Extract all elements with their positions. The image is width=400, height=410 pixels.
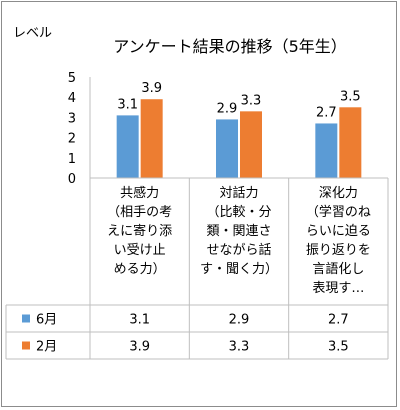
category-label: せながら話 (206, 242, 271, 258)
category-label: める力） (114, 262, 166, 277)
category-label: えに寄り添 (107, 223, 172, 239)
y-tick-label: 4 (68, 91, 76, 106)
category-label: 表現す… (312, 281, 364, 296)
data-label: 2.9 (217, 101, 238, 116)
category-label: 対話力 (219, 185, 258, 201)
table-value: 2.9 (229, 313, 250, 328)
legend-swatch (22, 341, 30, 350)
category-label: らいに迫る (306, 224, 371, 239)
category-label: 振り返りを (306, 243, 371, 258)
category-label: 言語化し (312, 261, 364, 277)
data-label: 3.1 (117, 97, 138, 112)
category-label: 深化力 (319, 186, 358, 201)
category-label: （相手の考 (107, 205, 172, 220)
y-tick-label: 2 (68, 132, 76, 147)
data-label: 3.3 (241, 93, 262, 108)
bar-june (216, 119, 238, 178)
y-tick-label: 3 (68, 111, 76, 126)
table-value: 3.3 (229, 340, 250, 355)
legend-swatch (22, 314, 30, 323)
y-tick-label: 1 (68, 152, 76, 167)
bar-june (116, 115, 139, 178)
y-axis-label: レベル (13, 26, 52, 41)
y-tick-label: 0 (68, 172, 76, 187)
bar-february (339, 107, 362, 178)
legend-label: 6月 (36, 313, 57, 328)
category-label: い受け止 (114, 243, 166, 258)
chart-title: アンケート結果の推移（5年生） (113, 37, 347, 56)
category-label: す・聞く力） (200, 262, 278, 277)
y-tick-label: 5 (68, 71, 76, 86)
bar-february (140, 99, 163, 178)
bar-june (315, 123, 338, 178)
bar-february (240, 111, 262, 178)
table-value: 3.1 (129, 313, 150, 328)
category-label: 共感力 (120, 185, 159, 201)
table-value: 3.9 (129, 340, 150, 355)
table-value: 2.7 (328, 313, 349, 328)
legend-label: 2月 (36, 340, 57, 355)
data-label: 3.5 (340, 89, 361, 104)
data-label: 2.7 (316, 105, 337, 120)
category-label: （学習のね (306, 204, 371, 220)
category-label: （比較・分 (206, 205, 271, 220)
table-value: 3.5 (328, 340, 349, 355)
category-label: 類・関連さ (206, 224, 271, 239)
data-label: 3.9 (141, 81, 162, 96)
